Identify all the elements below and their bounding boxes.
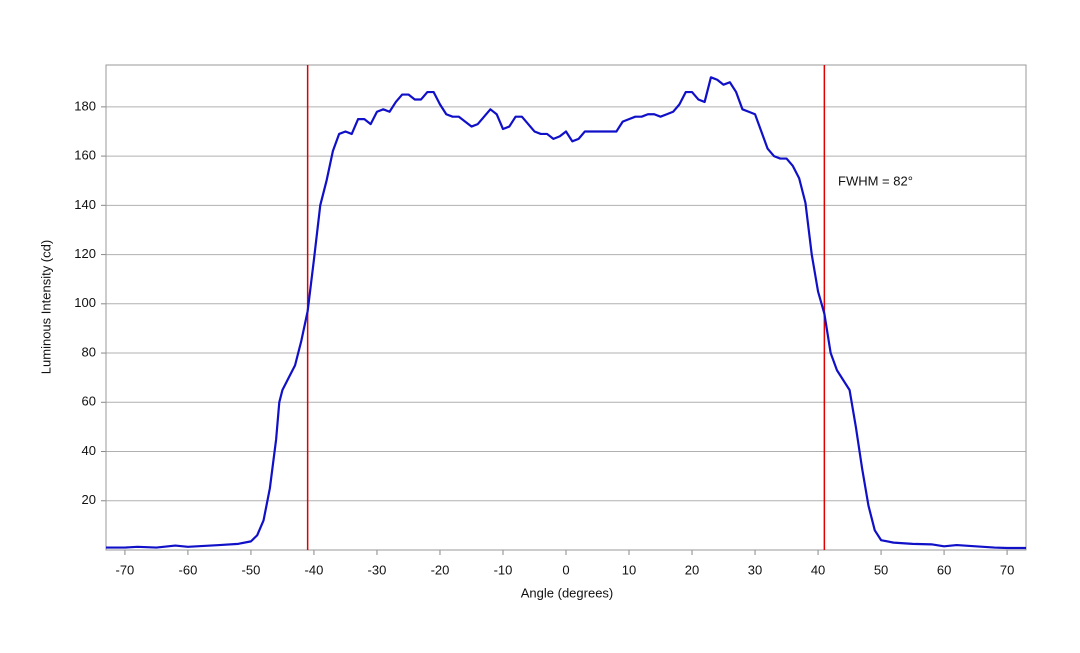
x-tick-label: 50 — [874, 562, 888, 577]
x-tick-label: -40 — [305, 562, 324, 577]
x-tick-label: 30 — [748, 562, 762, 577]
x-axis-title: Angle (degrees) — [521, 585, 614, 600]
y-tick-label: 140 — [74, 197, 96, 212]
plot-frame — [105, 64, 1027, 551]
x-tick-label: -10 — [494, 562, 513, 577]
y-tick-label: 60 — [82, 394, 96, 409]
x-tick-label: -30 — [368, 562, 387, 577]
x-tick-label: 60 — [937, 562, 951, 577]
x-tick-label: 0 — [562, 562, 569, 577]
x-tick-label: -20 — [431, 562, 450, 577]
x-tick-label: -60 — [179, 562, 198, 577]
y-axis-title: Luminous Intensity (cd) — [38, 240, 53, 374]
y-tick-label: 160 — [74, 148, 96, 163]
x-tick-label: 40 — [811, 562, 825, 577]
y-tick-label: 100 — [74, 295, 96, 310]
x-tick-label: 20 — [685, 562, 699, 577]
y-tick-label: 80 — [82, 344, 96, 359]
x-tick-label: -70 — [116, 562, 135, 577]
y-tick-label: 40 — [82, 443, 96, 458]
x-tick-label: 70 — [1000, 562, 1014, 577]
x-tick-label: -50 — [242, 562, 261, 577]
y-tick-label: 120 — [74, 246, 96, 261]
y-tick-label: 180 — [74, 98, 96, 113]
annotation: FWHM = 82° — [838, 173, 913, 188]
data-line — [106, 76, 1026, 550]
y-tick-label: 20 — [82, 492, 96, 507]
x-tick-label: 10 — [622, 562, 636, 577]
